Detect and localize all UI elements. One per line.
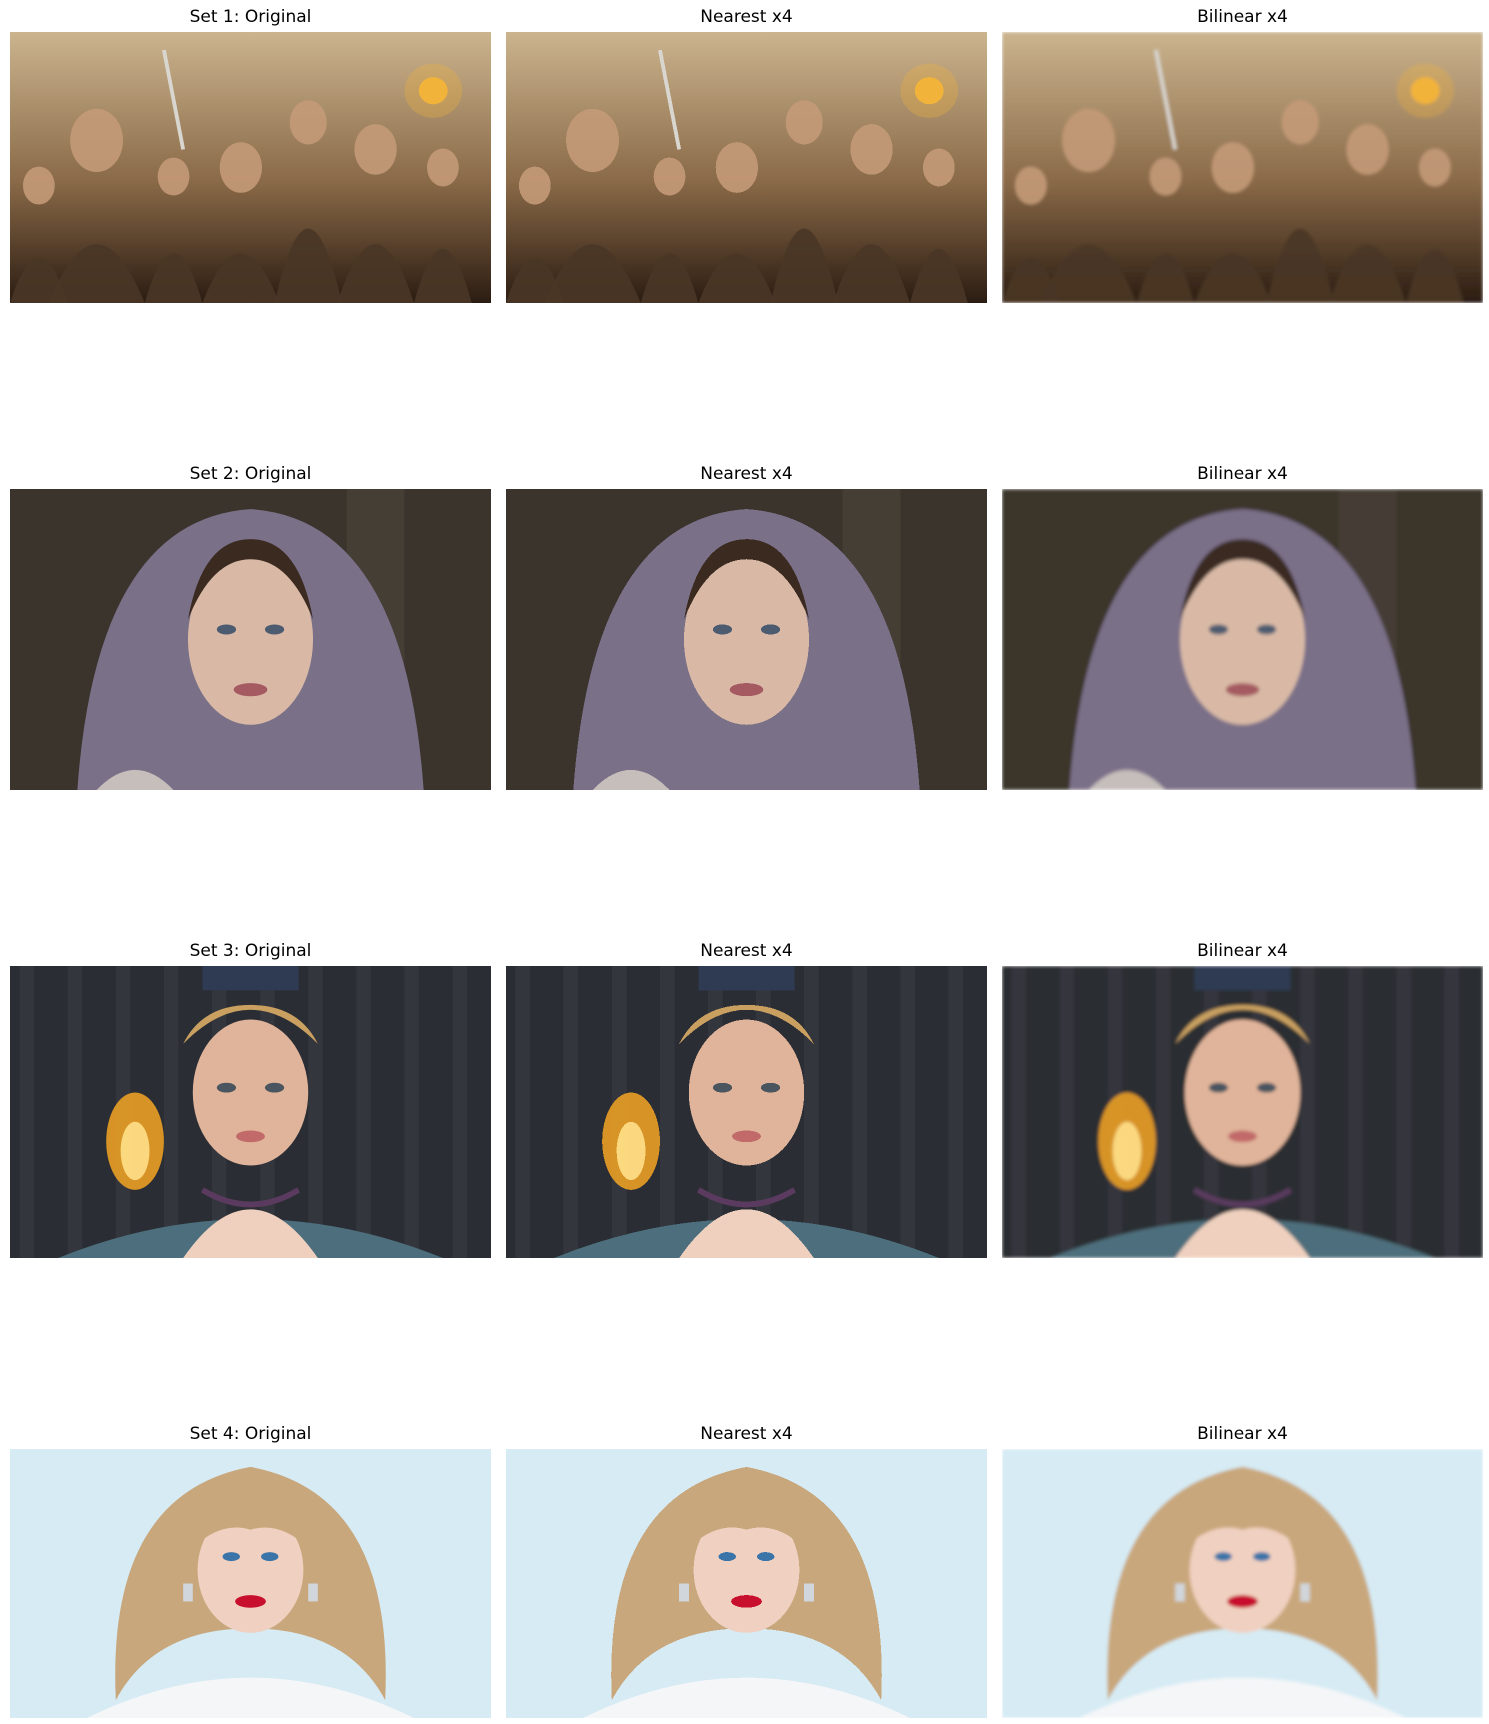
photo-blonde-woman-portrait <box>10 1449 491 1718</box>
photo-hooded-woman-portrait <box>10 489 491 790</box>
image-panel <box>10 489 491 790</box>
photo-hooded-woman-portrait <box>1002 489 1483 790</box>
panel-title: Nearest x4 <box>700 941 793 961</box>
photo-crowned-queen-portrait <box>506 966 987 1258</box>
image-panel <box>506 966 987 1258</box>
image-panel <box>10 966 491 1258</box>
photo-crowned-queen-portrait <box>1002 966 1483 1258</box>
image-panel <box>1002 1449 1483 1718</box>
panel-cell: Bilinear x4 <box>1002 941 1483 1258</box>
photo-crowned-queen-portrait <box>10 966 491 1258</box>
panel-cell: Nearest x4 <box>506 7 987 303</box>
panel-cell: Bilinear x4 <box>1002 464 1483 790</box>
image-panel <box>1002 489 1483 790</box>
photo-blonde-woman-portrait <box>506 1449 987 1718</box>
panel-title: Nearest x4 <box>700 464 793 484</box>
image-panel <box>506 1449 987 1718</box>
image-panel <box>1002 966 1483 1258</box>
panel-title: Bilinear x4 <box>1197 1424 1288 1444</box>
photo-blonde-woman-portrait <box>1002 1449 1483 1718</box>
panel-cell: Bilinear x4 <box>1002 7 1483 303</box>
panel-title: Set 4: Original <box>189 1424 312 1444</box>
image-panel <box>506 489 987 790</box>
photo-fantasy-battle-ensemble <box>10 32 491 303</box>
photo-fantasy-battle-ensemble <box>506 32 987 303</box>
image-panel <box>10 1449 491 1718</box>
panel-title: Nearest x4 <box>700 1424 793 1444</box>
panel-cell: Nearest x4 <box>506 941 987 1258</box>
panel-title: Set 1: Original <box>189 7 312 27</box>
image-panel <box>10 32 491 303</box>
panel-cell: Set 1: Original <box>10 7 491 303</box>
photo-fantasy-battle-ensemble <box>1002 32 1483 303</box>
panel-title: Set 3: Original <box>189 941 312 961</box>
panel-cell: Set 2: Original <box>10 464 491 790</box>
image-panel <box>506 32 987 303</box>
panel-cell: Set 4: Original <box>10 1424 491 1718</box>
photo-hooded-woman-portrait <box>506 489 987 790</box>
panel-cell: Set 3: Original <box>10 941 491 1258</box>
panel-cell: Bilinear x4 <box>1002 1424 1483 1718</box>
panel-title: Bilinear x4 <box>1197 941 1288 961</box>
panel-title: Nearest x4 <box>700 7 793 27</box>
panel-title: Bilinear x4 <box>1197 464 1288 484</box>
panel-title: Set 2: Original <box>189 464 312 484</box>
panel-title: Bilinear x4 <box>1197 7 1288 27</box>
image-panel <box>1002 32 1483 303</box>
panel-cell: Nearest x4 <box>506 464 987 790</box>
panel-cell: Nearest x4 <box>506 1424 987 1718</box>
